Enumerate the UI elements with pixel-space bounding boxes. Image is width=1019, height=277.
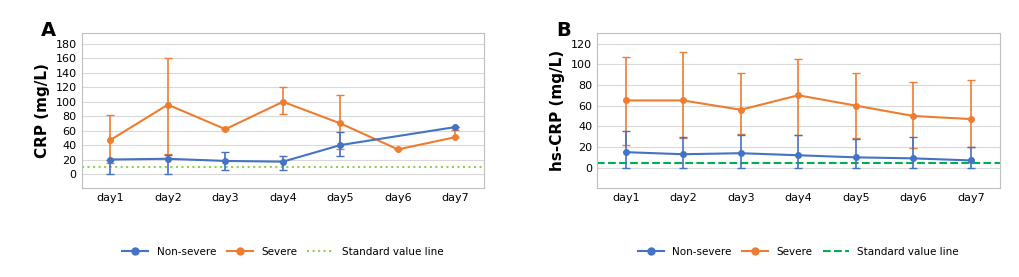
Y-axis label: CRP (mg/L): CRP (mg/L) [35,63,50,158]
Legend: Non-severe, Severe, Standard value line: Non-severe, Severe, Standard value line [633,242,962,261]
Text: B: B [556,21,571,40]
Legend: Non-severe, Severe, Standard value line: Non-severe, Severe, Standard value line [118,242,447,261]
Y-axis label: hs-CRP (mg/L): hs-CRP (mg/L) [550,50,565,171]
Text: A: A [42,21,56,40]
